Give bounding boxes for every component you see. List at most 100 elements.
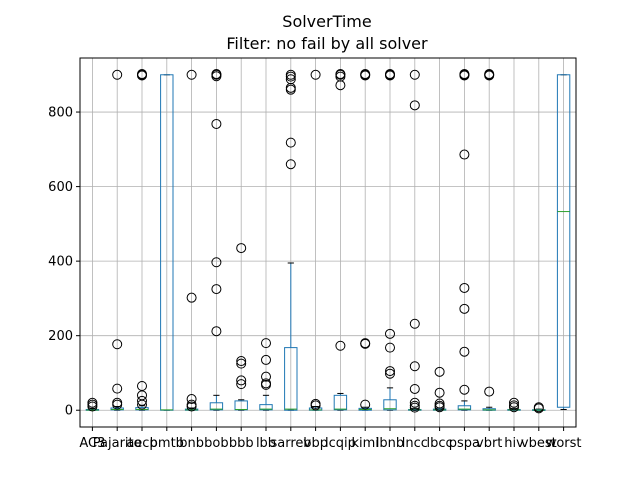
- outlier-point: [409, 400, 420, 411]
- outlier-point: [385, 366, 395, 377]
- box-body: [457, 405, 472, 411]
- outlier-point: [310, 398, 321, 409]
- outlier-point: [459, 149, 470, 160]
- outlier-point: [385, 342, 395, 353]
- outlier-point: [137, 69, 147, 80]
- x-tick-label: sarrev: [270, 436, 311, 451]
- x-tick-label: bob: [204, 436, 228, 451]
- plot-frame: [79, 57, 577, 428]
- box-lbnb: [383, 69, 397, 411]
- box-body: [333, 394, 348, 411]
- outlier-point: [484, 386, 495, 397]
- x-tick-label: pspa: [449, 436, 480, 451]
- x-tick-label: AC3: [79, 436, 105, 451]
- outlier-point: [335, 340, 346, 351]
- outlier-point: [434, 366, 445, 377]
- outlier-point: [211, 257, 222, 268]
- x-tick-label: hiv: [504, 436, 524, 451]
- outlier-point: [509, 400, 519, 411]
- outlier-point: [360, 399, 371, 410]
- x-tick-label: bbp: [303, 436, 328, 451]
- outlier-point: [87, 397, 98, 408]
- outlier-point: [186, 399, 197, 410]
- outlier-point: [236, 243, 247, 254]
- outlier-point: [112, 339, 123, 350]
- outlier-point: [236, 356, 247, 367]
- x-tick-label: lncc: [402, 436, 428, 451]
- x-tick-label: lbb: [256, 436, 276, 451]
- outlier-point: [509, 397, 519, 408]
- outlier-point: [112, 69, 123, 80]
- y-tick-label: 800: [48, 106, 73, 121]
- x-tick-label: worst: [546, 436, 582, 451]
- chart-subtitle: Filter: no fail by all solver: [226, 34, 428, 53]
- outlier-point: [409, 69, 420, 80]
- x-tick-label: lbcc: [427, 436, 453, 451]
- outlier-point: [360, 338, 371, 349]
- x-tick-label: lcqip: [325, 436, 356, 451]
- x-tick-label: bnb: [179, 436, 204, 451]
- box-lncc: [408, 69, 422, 413]
- outlier-point: [409, 397, 420, 408]
- x-tick-label: bmtb: [150, 436, 184, 451]
- box-bob: [209, 69, 224, 411]
- outlier-point: [434, 387, 445, 398]
- outlier-point: [360, 69, 371, 80]
- outlier-point: [211, 69, 222, 80]
- outlier-point: [459, 282, 470, 293]
- box-kimi: [358, 69, 372, 411]
- box-body: [209, 402, 224, 411]
- outlier-point: [533, 402, 544, 413]
- box-Pajarito: [110, 69, 124, 411]
- outlier-point: [385, 69, 395, 80]
- outlier-point: [211, 118, 222, 129]
- axes: [79, 57, 577, 428]
- x-tick-label: bbb: [229, 436, 254, 451]
- grid-lines: [80, 58, 576, 427]
- outlier-point: [261, 371, 271, 382]
- y-axis-ticks: 0 200 400 600 800: [48, 106, 80, 419]
- outlier-point: [112, 383, 123, 394]
- outlier-point: [285, 137, 296, 148]
- outlier-point: [186, 292, 197, 303]
- x-tick-label: kimi: [351, 436, 378, 451]
- outlier-point: [285, 69, 296, 80]
- box-body: [259, 404, 273, 411]
- outlier-point: [261, 354, 271, 365]
- outlier-point: [236, 379, 247, 390]
- box-vbest: [532, 402, 546, 414]
- x-tick-label: lbnb: [376, 436, 404, 451]
- outlier-point: [261, 378, 271, 389]
- box-bnb: [184, 69, 199, 412]
- box-pspa: [457, 69, 472, 411]
- box-worst: [556, 74, 571, 410]
- outlier-point: [434, 398, 445, 409]
- box-bmtb: [160, 74, 174, 411]
- box-lbb: [259, 338, 273, 411]
- outlier-point: [211, 284, 222, 295]
- box-hiv: [507, 397, 521, 413]
- box-vbrt: [482, 69, 496, 411]
- outlier-point: [137, 395, 147, 406]
- box-lbcc: [432, 366, 447, 413]
- outlier-point: [236, 358, 247, 369]
- outlier-point: [236, 375, 247, 386]
- outlier-point: [186, 394, 197, 405]
- outlier-point: [459, 384, 470, 395]
- outlier-point: [211, 326, 222, 337]
- box-body: [556, 74, 571, 408]
- outlier-point: [459, 69, 470, 80]
- x-tick-label: vbrt: [476, 436, 502, 451]
- outlier-point: [137, 381, 147, 391]
- outlier-point: [459, 303, 470, 314]
- outlier-point: [385, 368, 395, 379]
- outlier-point: [261, 338, 271, 349]
- outlier-point: [409, 100, 420, 111]
- outlier-point: [310, 69, 321, 80]
- box-aecp: [135, 69, 149, 411]
- box-AC3: [85, 397, 100, 412]
- y-tick-label: 200: [48, 329, 73, 344]
- outlier-point: [112, 397, 123, 408]
- x-tick-label: Pajarito: [93, 436, 142, 451]
